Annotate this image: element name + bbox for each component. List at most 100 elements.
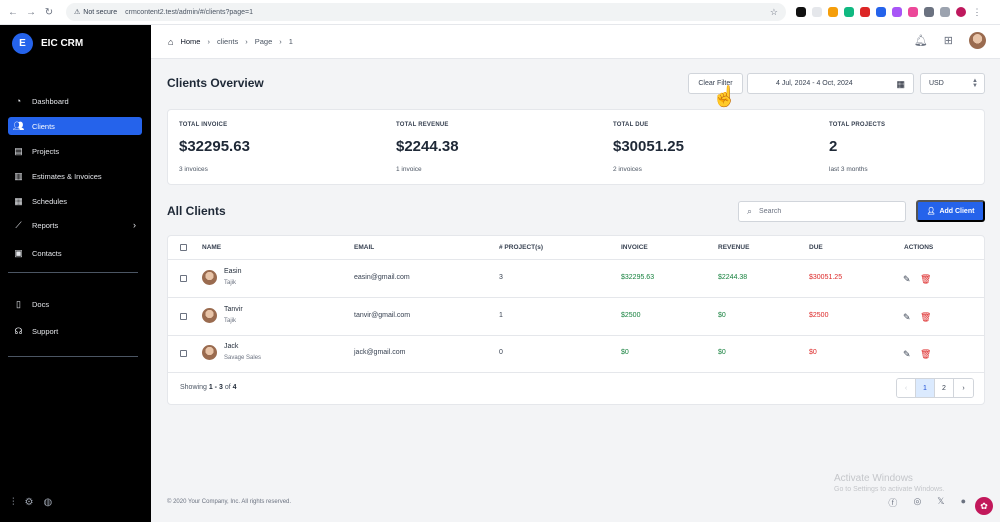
header-actions: 🔔︎ ⊞ xyxy=(914,32,986,49)
column-header-projects: # PROJECT(s) xyxy=(499,244,544,251)
social-links: ⓕ ◎ 𝕏 ● xyxy=(888,496,966,509)
sidebar-item-estimates-invoices[interactable]: ▥ Estimates & Invoices xyxy=(8,167,142,185)
sidebar-item-clients[interactable]: 👥︎ Clients xyxy=(8,117,142,135)
extension-icon[interactable] xyxy=(844,7,854,17)
facebook-icon[interactable]: ⓕ xyxy=(888,498,898,508)
sidebar-item-reports[interactable]: ⟋ Reports › xyxy=(8,216,142,234)
row-checkbox[interactable] xyxy=(180,275,187,282)
stat-subtext: 1 invoice xyxy=(396,166,422,173)
add-client-button[interactable]: 👤︎ Add Client xyxy=(916,200,985,222)
table-row[interactable]: Easin Tajik easin@gmail.com 3 $32295.63 … xyxy=(168,260,984,298)
extension-icon[interactable] xyxy=(812,7,822,17)
currency-select[interactable]: USD ▲ ▼ xyxy=(920,73,985,94)
sidebar-item-docs[interactable]: ▯ Docs xyxy=(8,295,142,313)
breadcrumb-separator-icon: › xyxy=(279,37,282,46)
back-icon[interactable]: ← xyxy=(8,6,18,18)
stat-label: TOTAL PROJECTS xyxy=(829,122,886,128)
client-revenue: $0 xyxy=(718,349,726,356)
extension-icon[interactable] xyxy=(908,7,918,17)
not-secure-indicator[interactable]: ⚠ Not secure xyxy=(74,8,118,17)
gear-icon[interactable]: ⚙ xyxy=(24,497,34,508)
x-twitter-icon[interactable]: 𝕏 xyxy=(937,496,945,506)
client-name[interactable]: Jack xyxy=(224,343,239,350)
extension-icon[interactable] xyxy=(876,7,886,17)
sliders-icon[interactable]: ⫶ xyxy=(12,497,15,508)
column-header-actions: ACTIONS xyxy=(904,244,934,251)
instagram-icon[interactable]: ◎ xyxy=(913,496,922,506)
client-revenue: $2244.38 xyxy=(718,274,748,281)
sidebar-item-schedules[interactable]: ▦ Schedules xyxy=(8,192,142,210)
sidebar-divider xyxy=(8,272,138,273)
sidebar-item-dashboard[interactable]: ◔ Dashboard xyxy=(8,92,142,110)
search-icon: ⌕ xyxy=(747,206,753,216)
puzzle-icon[interactable] xyxy=(924,7,934,17)
breadcrumb-home[interactable]: Home xyxy=(180,37,201,46)
apps-grid-icon[interactable]: ⊞ xyxy=(943,35,953,47)
stat-value: $30051.25 xyxy=(613,138,684,155)
trash-icon[interactable]: 🗑︎ xyxy=(920,349,932,359)
breadcrumb-clients[interactable]: clients xyxy=(216,37,239,46)
sidepanel-icon[interactable] xyxy=(940,7,950,17)
sidebar-divider xyxy=(8,356,138,357)
add-user-icon: 👤︎ xyxy=(926,208,936,215)
breadcrumb-separator-icon: › xyxy=(207,37,210,46)
extension-icon[interactable] xyxy=(860,7,870,17)
row-checkbox[interactable] xyxy=(180,350,187,357)
forward-icon[interactable]: → xyxy=(26,6,36,18)
brand[interactable]: E EIC CRM xyxy=(12,33,83,54)
client-due: $30051.25 xyxy=(809,274,843,281)
row-checkbox[interactable] xyxy=(180,313,187,320)
menu-kebab-icon[interactable]: ⋮ xyxy=(972,7,982,17)
extensions-bar: ⋮ xyxy=(796,7,982,17)
client-company: Tajik xyxy=(224,280,237,286)
home-icon[interactable]: ⌂ xyxy=(168,36,174,47)
client-projects: 3 xyxy=(499,274,503,281)
sidebar-item-projects[interactable]: ▤ Projects xyxy=(8,142,142,160)
client-invoice: $0 xyxy=(621,349,629,356)
sidebar-item-support[interactable]: ☊ Support xyxy=(8,322,142,340)
edit-icon[interactable]: ✎ xyxy=(903,349,911,359)
bell-icon[interactable]: 🔔︎ xyxy=(913,35,928,47)
search-input[interactable] xyxy=(759,208,890,215)
extension-icon[interactable] xyxy=(796,7,806,17)
clear-filter-button[interactable]: Clear Filter xyxy=(688,73,743,94)
client-company: Tajik xyxy=(224,318,237,324)
column-header-revenue: REVENUE xyxy=(718,244,750,251)
user-avatar[interactable] xyxy=(969,32,986,49)
date-range-picker[interactable]: 4 Jul, 2024 - 4 Oct, 2024 ▦ xyxy=(747,73,914,94)
column-header-due: DUE xyxy=(809,244,823,251)
docs-icon: ▯ xyxy=(16,298,21,309)
pagination-page-2[interactable]: 2 xyxy=(935,379,954,397)
floating-assistant-icon[interactable]: ✿ xyxy=(975,497,993,515)
bookmark-star-icon[interactable]: ☆ xyxy=(769,6,778,17)
trash-icon[interactable]: 🗑︎ xyxy=(920,274,932,284)
extension-icon[interactable] xyxy=(892,7,902,17)
stat-subtext: 3 invoices xyxy=(179,166,208,173)
column-header-name: NAME xyxy=(202,244,222,251)
table-row[interactable]: Tanvir Tajik tanvir@gmail.com 1 $2500 $0… xyxy=(168,298,984,336)
pagination-page-1[interactable]: 1 xyxy=(916,379,935,397)
calendar-icon[interactable]: ▦ xyxy=(896,79,905,89)
breadcrumb: ⌂ Home › clients › Page › 1 xyxy=(168,37,293,47)
client-name[interactable]: Tanvir xyxy=(224,306,243,313)
reload-icon[interactable]: ↻ xyxy=(44,6,54,18)
sidebar-item-contacts[interactable]: ▣ Contacts xyxy=(8,244,142,262)
table-row[interactable]: Jack Savage Sales jack@gmail.com 0 $0 $0… xyxy=(168,335,984,373)
github-icon[interactable]: ● xyxy=(960,496,966,506)
palette-icon[interactable]: ◍ xyxy=(43,497,53,508)
edit-icon[interactable]: ✎ xyxy=(903,274,911,284)
sidebar-item-label: Projects xyxy=(32,146,60,156)
trash-icon[interactable]: 🗑︎ xyxy=(920,312,932,322)
pagination-prev-button[interactable]: ‹ xyxy=(897,379,916,397)
profile-icon[interactable] xyxy=(956,7,966,17)
address-bar[interactable]: ⚠ Not secure crmcontent2.test/admin/#/cli… xyxy=(66,3,786,21)
edit-icon[interactable]: ✎ xyxy=(903,312,911,322)
pagination-next-button[interactable]: › xyxy=(954,379,973,397)
select-all-checkbox[interactable] xyxy=(180,244,187,251)
sidebar-item-label: Estimates & Invoices xyxy=(32,171,102,181)
client-name[interactable]: Easin xyxy=(224,268,242,275)
client-invoice: $2500 xyxy=(621,312,641,319)
client-projects: 1 xyxy=(499,312,503,319)
extension-icon[interactable] xyxy=(828,7,838,17)
breadcrumb-page-number: 1 xyxy=(288,37,293,46)
